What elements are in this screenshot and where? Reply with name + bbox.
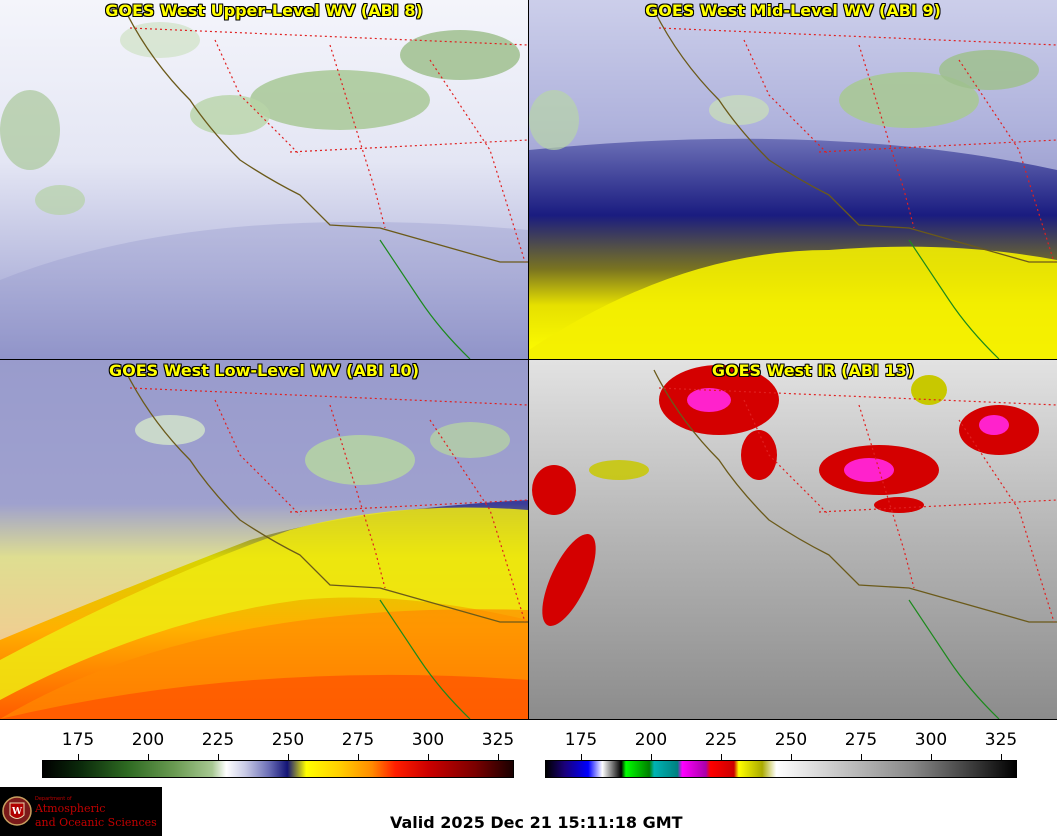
ir-colorbar-gradient — [545, 760, 1017, 778]
ir-tick-label: 225 — [704, 730, 738, 750]
wv-tick-mark — [218, 754, 219, 760]
ir-tick-label: 250 — [774, 730, 808, 750]
ir-colorbar-ticks: 175 200 225 250 275 300 325 — [545, 722, 1017, 760]
ir-tick-mark — [1001, 754, 1002, 760]
low-level-wv-panel: GOES West Low-Level WV (ABI 10) — [0, 360, 528, 719]
logo-line2: and Oceanic Sciences — [35, 816, 157, 829]
ir-tick-mark — [791, 754, 792, 760]
wv-colorbar-ticks: 175 200 225 250 275 300 325 — [42, 722, 514, 760]
ir-colorbar: 175 200 225 250 275 300 325 — [545, 722, 1017, 778]
wv-colorbar-gradient — [42, 760, 514, 778]
ir-panel: GOES West IR (ABI 13) — [529, 360, 1057, 719]
wv-tick-mark — [288, 754, 289, 760]
mid-level-wv-image — [529, 0, 1057, 359]
panel-divider-horizontal — [0, 359, 1057, 360]
upper-level-wv-image — [0, 0, 528, 359]
aos-logo: W Department of Atmospheric and Oceanic … — [0, 787, 162, 836]
panel-bottom-border — [0, 719, 1057, 720]
ir-tick-label: 275 — [844, 730, 878, 750]
wv-tick-label: 325 — [481, 730, 515, 750]
valid-time-label: Valid 2025 Dec 21 15:11:18 GMT — [390, 813, 683, 832]
seal-letter: W — [11, 807, 23, 817]
wv-tick-label: 175 — [61, 730, 95, 750]
ir-tick-label: 300 — [914, 730, 948, 750]
wv-tick-mark — [428, 754, 429, 760]
ir-image — [529, 360, 1057, 719]
mid-level-wv-panel: GOES West Mid-Level WV (ABI 9) — [529, 0, 1057, 359]
wv-tick-label: 200 — [131, 730, 165, 750]
ir-tick-mark — [581, 754, 582, 760]
uw-seal-icon: W — [2, 796, 32, 826]
wv-colorbar: 175 200 225 250 275 300 325 — [42, 722, 514, 778]
wv-tick-mark — [498, 754, 499, 760]
logo-line1: Atmospheric — [35, 802, 106, 815]
wv-tick-label: 225 — [201, 730, 235, 750]
wv-tick-label: 300 — [411, 730, 445, 750]
mid-level-wv-title: GOES West Mid-Level WV (ABI 9) — [645, 1, 941, 20]
wv-tick-mark — [78, 754, 79, 760]
ir-tick-label: 325 — [984, 730, 1018, 750]
wv-tick-mark — [358, 754, 359, 760]
ir-tick-mark — [721, 754, 722, 760]
ir-tick-mark — [861, 754, 862, 760]
wv-tick-mark — [148, 754, 149, 760]
upper-level-wv-panel: GOES West Upper-Level WV (ABI 8) — [0, 0, 528, 359]
ir-tick-mark — [931, 754, 932, 760]
ir-tick-mark — [651, 754, 652, 760]
ir-tick-label: 175 — [564, 730, 598, 750]
logo-dept-text: Department of — [35, 796, 72, 802]
panel-divider-vertical — [528, 0, 529, 720]
low-level-wv-image — [0, 360, 528, 719]
low-level-wv-title: GOES West Low-Level WV (ABI 10) — [108, 361, 419, 380]
upper-level-wv-title: GOES West Upper-Level WV (ABI 8) — [105, 1, 423, 20]
ir-title: GOES West IR (ABI 13) — [711, 361, 915, 380]
ir-tick-label: 200 — [634, 730, 668, 750]
wv-tick-label: 275 — [341, 730, 375, 750]
wv-tick-label: 250 — [271, 730, 305, 750]
